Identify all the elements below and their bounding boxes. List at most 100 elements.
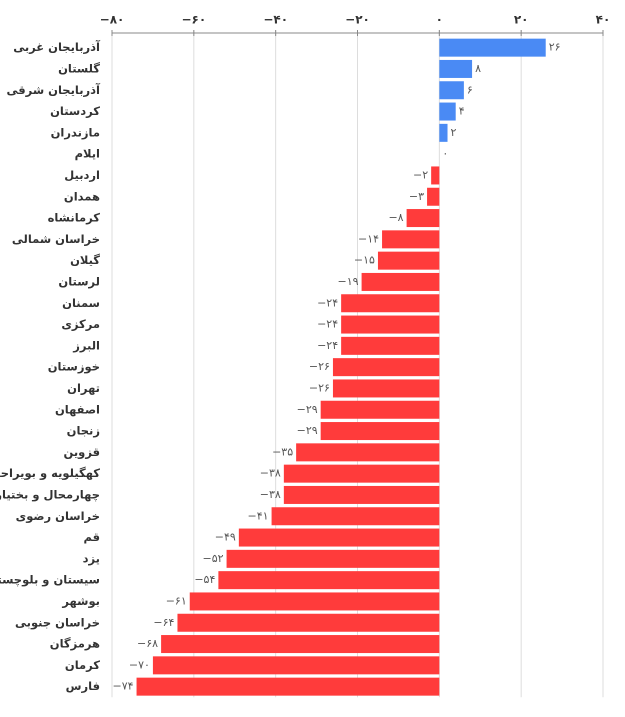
bar (152, 656, 440, 675)
bar (382, 230, 440, 249)
y-tick-label: کهگیلویه و بویراحمد (0, 466, 100, 481)
value-label: −۲ (413, 168, 428, 181)
y-tick-label: البرز (72, 338, 100, 352)
value-label: −۷۴ (113, 680, 134, 693)
value-label: −۲۶ (309, 381, 330, 394)
value-label: −۱۵ (354, 254, 375, 267)
bar (296, 443, 440, 462)
bar (439, 123, 448, 142)
value-label: ۰ (442, 147, 448, 160)
y-tick-label: خوزستان (48, 360, 100, 375)
x-tick-label: −۴۰ (263, 13, 288, 27)
bar (189, 592, 440, 611)
y-tick-label: قزوین (64, 445, 101, 460)
y-tick-label: قم (83, 530, 100, 544)
value-label: −۲۶ (309, 360, 330, 373)
value-label: ۲ (451, 126, 457, 139)
y-tick-label: زنجان (67, 424, 100, 438)
bar (439, 38, 546, 57)
value-label: −۵۲ (203, 552, 224, 565)
value-label: −۱۹ (338, 275, 359, 288)
y-tick-label: خراسان رضوی (16, 509, 100, 524)
y-tick-label: خراسان شمالی (12, 232, 100, 246)
y-tick-label: سمنان (62, 296, 100, 310)
y-tick-label: ایلام (75, 147, 100, 161)
bar (439, 102, 456, 121)
bar (341, 336, 440, 355)
value-label: −۲۹ (297, 424, 318, 437)
bar (320, 400, 440, 419)
x-tick-label: −۸۰ (100, 13, 125, 27)
y-tick-label: مرکزی (61, 317, 100, 331)
bar (406, 209, 440, 228)
bar (431, 166, 440, 185)
y-tick-label: آذربایجان شرقی (7, 83, 102, 97)
value-label: −۳۸ (260, 488, 281, 501)
value-label: −۸ (388, 211, 403, 224)
bar (283, 485, 440, 504)
value-label: −۴۱ (248, 509, 269, 522)
bar (332, 379, 440, 398)
y-tick-label: گلستان (58, 61, 100, 75)
y-tick-label: سیستان و بلوچستان (0, 573, 100, 588)
bar (439, 59, 473, 78)
x-tick-label: ۲۰ (514, 13, 529, 27)
value-label: −۷۰ (129, 658, 150, 671)
x-tick-label: ۴۰ (596, 13, 611, 27)
y-tick-label: یزد (83, 551, 100, 565)
bar (427, 187, 440, 206)
y-tick-label: خراسان جنوبی (15, 615, 100, 630)
value-label: −۴۹ (215, 531, 236, 544)
y-tick-label: آذربایجان غربی (13, 40, 101, 54)
value-label: ۴ (459, 105, 465, 118)
value-label: −۵۴ (194, 573, 215, 586)
y-tick-label: کردستان (50, 104, 100, 118)
bar (218, 571, 440, 590)
value-label: −۲۴ (317, 318, 338, 331)
value-label: −۲۴ (317, 296, 338, 309)
y-tick-label: همدان (64, 189, 100, 203)
value-label: −۳۸ (260, 467, 281, 480)
value-label: −۶۴ (153, 616, 174, 629)
bar (177, 613, 440, 632)
value-label: ۶ (467, 83, 473, 96)
bar (161, 635, 440, 654)
bar (271, 507, 440, 526)
value-label: −۲۴ (317, 339, 338, 352)
bar (320, 422, 440, 441)
value-label: −۲۹ (297, 403, 318, 416)
y-tick-label: کرمان (65, 658, 100, 672)
bar (226, 549, 440, 568)
x-tick-label: −۲۰ (345, 13, 370, 27)
x-tick-label: ۰ (436, 13, 443, 27)
value-label: −۱۴ (358, 232, 379, 245)
bar (283, 464, 440, 483)
y-tick-label: لرستان (58, 274, 100, 288)
bar (341, 294, 440, 313)
y-tick-label: بوشهر (61, 594, 100, 609)
value-label: −۳۵ (272, 445, 293, 458)
bar (341, 315, 440, 334)
value-label: −۶۸ (137, 637, 158, 650)
value-label: −۳ (409, 190, 424, 203)
y-tick-label: مازندران (51, 125, 100, 139)
bar (439, 81, 464, 100)
y-tick-label: تهران (67, 381, 100, 395)
bar (238, 528, 440, 547)
y-tick-label: اردبیل (64, 168, 100, 182)
y-tick-label: اصفهان (55, 402, 100, 416)
y-tick-label: چهارمحال و بختیاری (0, 487, 100, 502)
x-tick-label: −۶۰ (181, 13, 206, 27)
y-tick-label: گیلان (70, 253, 100, 267)
y-tick-label: هرمزگان (50, 637, 100, 651)
bar (332, 358, 440, 377)
y-tick-label: کرمانشاه (48, 211, 101, 225)
value-label: ۸ (475, 62, 481, 75)
value-label: −۶۱ (166, 594, 187, 607)
bar (361, 272, 440, 291)
bar (377, 251, 440, 270)
y-tick-label: فارس (66, 679, 100, 693)
value-label: ۲۶ (549, 41, 561, 54)
